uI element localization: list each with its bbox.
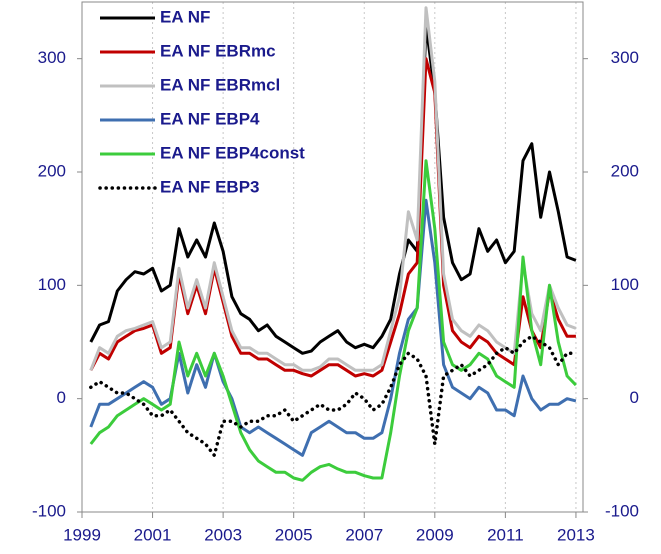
- series-line: [89, 159, 577, 482]
- x-tick-label: 2009: [416, 525, 454, 544]
- y2-tick-label: 100: [611, 275, 639, 294]
- y-tick-label: 0: [57, 388, 66, 407]
- x-tick-label: 2001: [134, 525, 172, 544]
- legend-label: EA NF EBP4: [160, 109, 260, 128]
- y2-tick-label: 0: [630, 388, 639, 407]
- plot-frame: [81, 1, 584, 513]
- series-line: [89, 23, 577, 355]
- legend-label: EA NF EBP3: [160, 177, 260, 196]
- legend-label: EA NF EBP4const: [160, 143, 305, 162]
- y-tick-label: -100: [32, 501, 66, 520]
- x-tick-label: 2011: [487, 525, 524, 544]
- y2-tick-label: 300: [611, 48, 639, 67]
- series-line: [89, 334, 578, 458]
- y-tick-label: 200: [38, 161, 66, 180]
- legend-label: EA NF EBRmc: [160, 41, 276, 60]
- series-line: [89, 57, 576, 378]
- x-tick-label: 2013: [557, 525, 595, 544]
- x-tick-label: 1999: [63, 525, 101, 544]
- x-tick-label: 2007: [345, 525, 383, 544]
- y2-tick-label: 200: [611, 161, 639, 180]
- x-tick-label: 2003: [204, 525, 242, 544]
- series-line: [89, 6, 577, 372]
- y2-tick-label: -100: [605, 501, 639, 520]
- legend-label: EA NF: [160, 7, 210, 26]
- x-tick-label: 2005: [275, 525, 313, 544]
- y-tick-label: 100: [38, 275, 66, 294]
- legend-label: EA NF EBRmcl: [160, 75, 280, 94]
- y-tick-label: 300: [38, 48, 66, 67]
- series-line: [89, 198, 577, 457]
